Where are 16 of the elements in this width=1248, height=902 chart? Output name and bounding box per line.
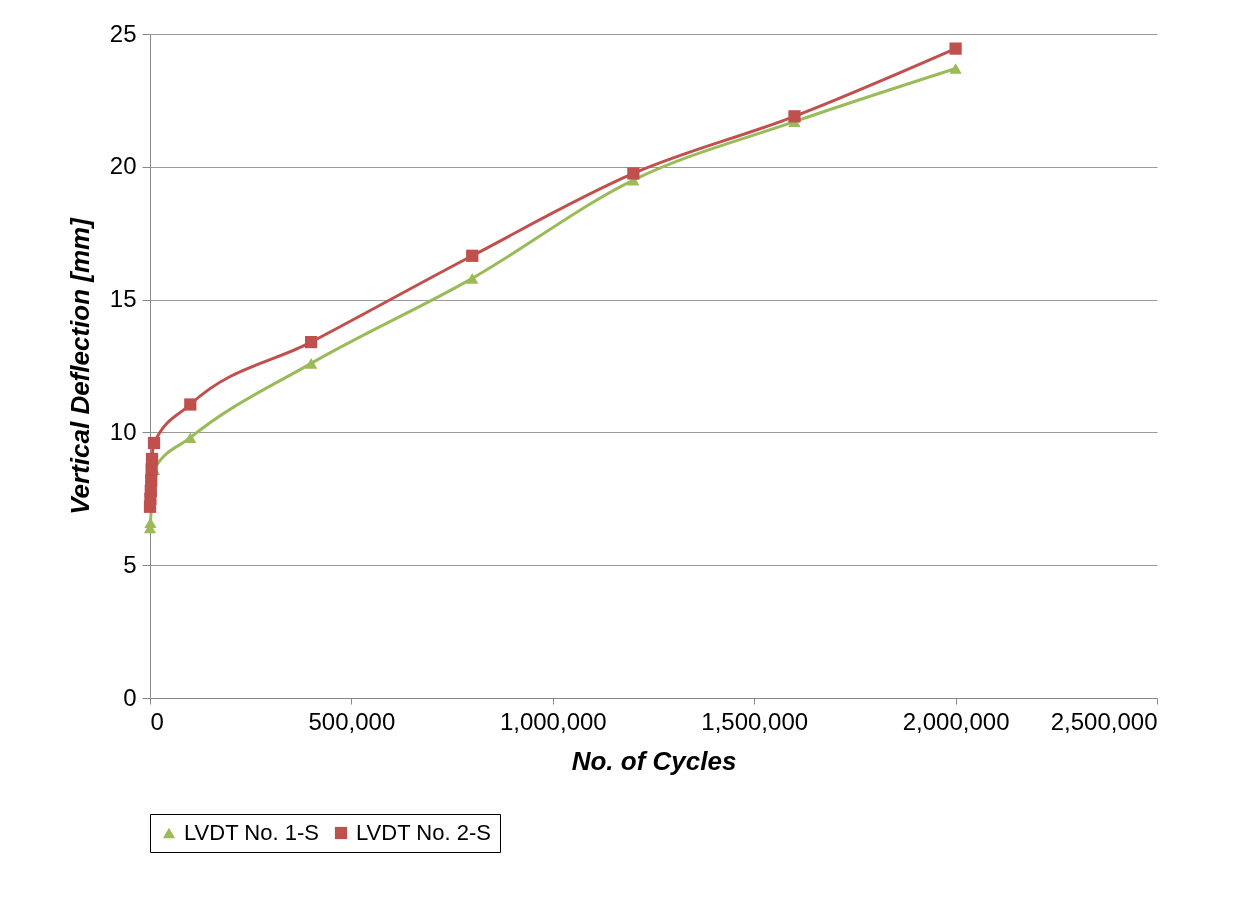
y-tick-label: 5: [123, 550, 137, 578]
y-tick-label: 20: [109, 152, 137, 180]
x-tick-label: 2,500,000: [1050, 707, 1158, 735]
x-tick-label: 1,000,000: [499, 707, 607, 735]
y-tick-label: 0: [123, 683, 137, 711]
x-axis-title: No. of Cycles: [571, 745, 737, 776]
y-tick-label: 15: [109, 285, 137, 313]
y-axis-title: Vertical Deflection [mm]: [64, 216, 95, 515]
x-tick-label: 1,500,000: [701, 707, 809, 735]
x-tick-label: 500,000: [308, 707, 396, 735]
y-tick-label: 25: [109, 19, 137, 47]
y-tick-label: 10: [109, 417, 137, 445]
x-tick-label: 2,000,000: [902, 707, 1010, 735]
legend-label: LVDT No. 1-S: [184, 820, 319, 845]
legend-label: LVDT No. 2-S: [356, 820, 491, 845]
x-tick-label: 0: [150, 707, 164, 735]
